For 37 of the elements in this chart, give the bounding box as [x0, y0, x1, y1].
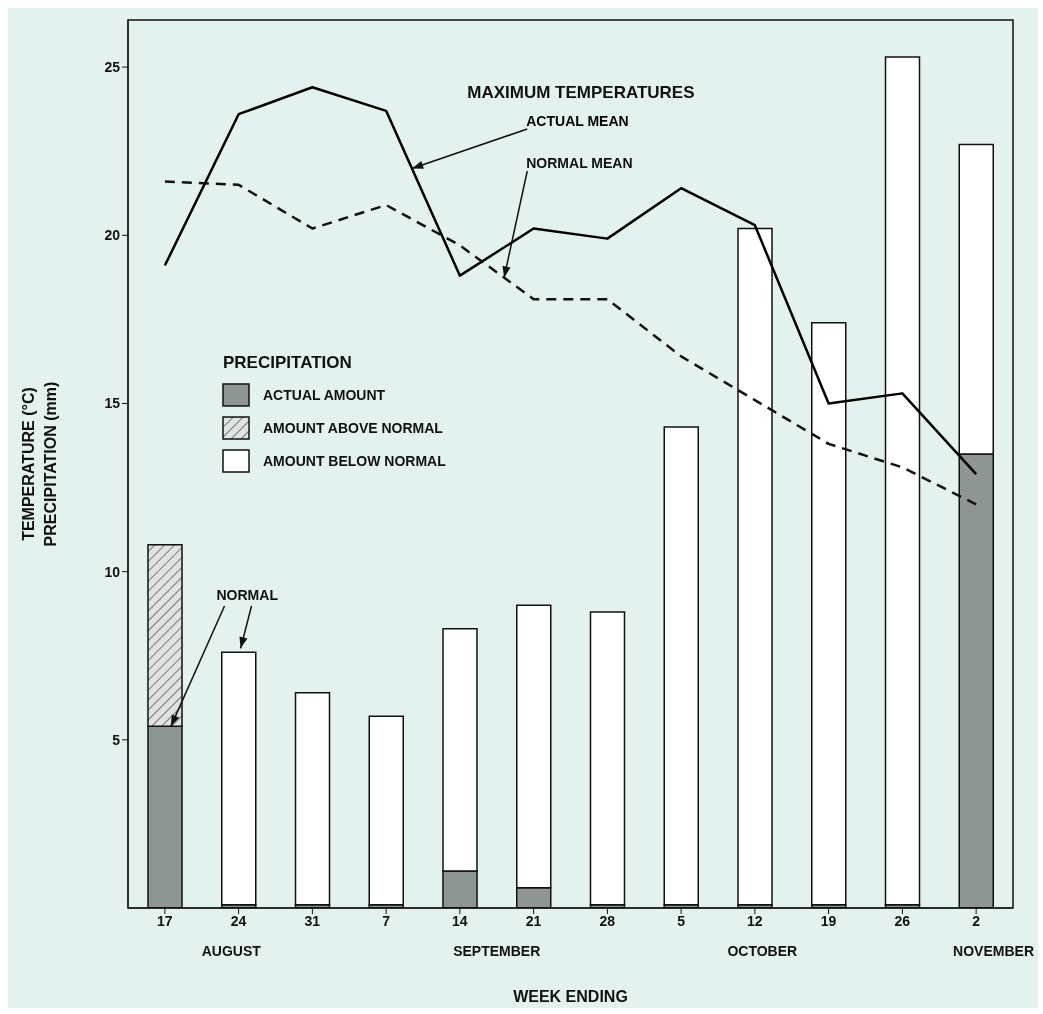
legend-label: ACTUAL AMOUNT — [263, 387, 386, 403]
x-tick-label: 26 — [894, 912, 911, 929]
legend-label: AMOUNT BELOW NORMAL — [263, 453, 447, 469]
x-tick-label: 31 — [304, 912, 321, 929]
x-tick-label: 2 — [972, 912, 981, 929]
x-axis-title: WEEK ENDING — [513, 988, 628, 1005]
legend-label: AMOUNT ABOVE NORMAL — [263, 420, 444, 436]
x-tick-label: 24 — [230, 912, 247, 929]
text: OCTOBER — [727, 943, 798, 959]
line-series — [163, 86, 978, 476]
y-tick-label: 20 — [104, 227, 121, 244]
x-tick-label: 19 — [820, 912, 837, 929]
text: SEPTEMBER — [453, 943, 541, 959]
y-tick-label: 25 — [104, 59, 121, 76]
annotation: NORMAL — [216, 587, 279, 603]
x-tick-label: 7 — [382, 912, 391, 929]
y-tick-label: 5 — [112, 731, 121, 748]
text: NOVEMBER — [953, 943, 1034, 959]
y-axis-title: TEMPERATURE (°C) PRECIPITATION (mm) — [20, 381, 59, 547]
y-tick-label: 15 — [104, 395, 121, 412]
bar — [663, 426, 699, 906]
text: NORMAL MEAN — [526, 155, 633, 171]
bar — [368, 715, 404, 906]
y-tick-label: 10 — [104, 563, 121, 580]
x-tick-label: 21 — [525, 912, 542, 929]
x-tick-label: 17 — [157, 912, 173, 929]
bar — [294, 691, 331, 906]
legend-title: PRECIPITATION — [223, 353, 352, 372]
text: AUGUST — [201, 943, 262, 959]
x-tick-label: 5 — [677, 912, 686, 929]
x-tick-label: 28 — [599, 912, 616, 929]
text: ACTUAL MEAN — [526, 113, 629, 129]
annotation: MAXIMUM TEMPERATURES — [467, 83, 695, 102]
x-tick-label: 12 — [747, 912, 763, 929]
bar — [221, 651, 257, 906]
bar — [589, 611, 626, 906]
x-tick-label: 14 — [452, 912, 468, 929]
